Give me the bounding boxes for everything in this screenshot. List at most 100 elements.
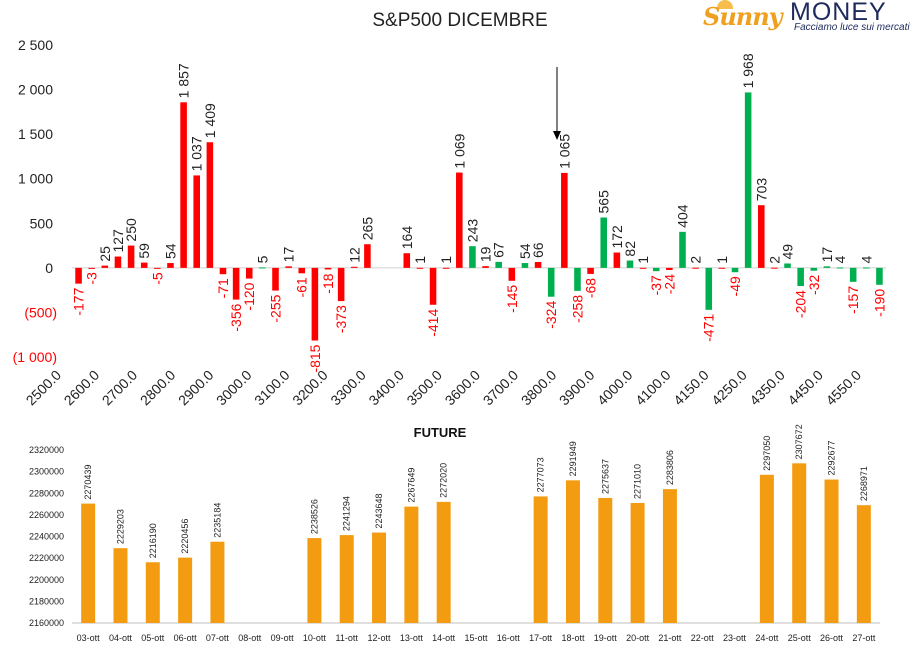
x-tick-label: 27-ott [852, 633, 876, 643]
bar [731, 267, 739, 273]
bar-label: -145 [504, 285, 520, 313]
bar-label: -61 [294, 277, 310, 297]
bar-label: -324 [543, 301, 559, 329]
y-tick-label: 2160000 [29, 618, 64, 628]
x-tick-label: 18-ott [561, 633, 585, 643]
bar [127, 245, 135, 268]
y-tick-label: 1 000 [18, 171, 53, 187]
bar-label: -120 [241, 282, 257, 310]
bar-label: 4 [832, 256, 848, 264]
bar-label: -71 [215, 278, 231, 298]
y-tick-label: 500 [30, 215, 54, 231]
bar-label: 2216190 [148, 523, 158, 558]
bar-label: -177 [71, 287, 87, 315]
bar [759, 474, 774, 623]
bar-label: 49 [780, 244, 796, 260]
bar-label: 2272020 [439, 463, 449, 498]
x-tick-label: 24-ott [755, 633, 779, 643]
bar-label: -258 [569, 295, 585, 323]
bar [495, 261, 502, 268]
bar [232, 267, 240, 300]
bar [662, 489, 677, 623]
bar-label: 2275637 [600, 459, 610, 494]
bar [824, 479, 839, 623]
bar [718, 267, 726, 269]
bar-label: 2297050 [762, 436, 772, 471]
bar-label: 404 [675, 204, 691, 228]
bar [404, 506, 419, 623]
bar-label: 1 409 [202, 103, 218, 138]
bar [561, 172, 568, 268]
y-tick-label: 2 500 [18, 37, 53, 53]
x-tick-label: 19-ott [594, 633, 618, 643]
bar [744, 92, 752, 268]
bar-label: 17 [819, 247, 835, 263]
bar-label: 25 [97, 246, 113, 262]
bar [436, 501, 451, 623]
x-tick-label: 3900.0 [556, 367, 598, 409]
x-tick-label: 23-ott [723, 633, 747, 643]
bar-label: 1 [714, 256, 730, 264]
y-tick-label: 2200000 [29, 575, 64, 585]
bar-label: 164 [399, 226, 415, 250]
bar-label: -471 [701, 314, 717, 342]
bar-label: 17 [281, 247, 297, 263]
x-tick-label: 2700.0 [99, 367, 141, 409]
bar [600, 217, 608, 268]
bar-label: -49 [727, 276, 743, 296]
brand-name-sunny: Sunny [703, 2, 783, 31]
y-tick-label: 2180000 [29, 596, 64, 606]
bar [272, 267, 279, 291]
bar-label: 54 [517, 243, 533, 259]
bar-label: -5 [149, 272, 165, 285]
bar-label: 2 [766, 256, 782, 264]
bar [574, 267, 581, 291]
bar-label: 19 [478, 246, 494, 262]
bar [210, 541, 225, 623]
x-tick-label: 16-ott [497, 633, 521, 643]
x-tick-label: 03-ott [77, 633, 101, 643]
bar-label: 2267649 [406, 468, 416, 503]
x-tick-label: 22-ott [691, 633, 715, 643]
bar-label: 2229203 [115, 509, 125, 544]
x-tick-label: 2800.0 [137, 367, 179, 409]
bar [180, 102, 187, 268]
y-tick-label: 2 000 [18, 82, 53, 98]
bar [547, 267, 555, 297]
y-tick-label: 2320000 [29, 445, 64, 455]
bar-label: 2241294 [342, 496, 352, 531]
bar [626, 260, 634, 268]
bar-label: -157 [845, 286, 861, 314]
brand-name-money: MONEY [790, 0, 887, 26]
bar [587, 267, 594, 274]
bar [307, 538, 322, 623]
bar-label: 2283806 [665, 450, 675, 485]
bar-label: -190 [871, 289, 887, 317]
x-tick-label: 05-ott [141, 633, 165, 643]
x-tick-label: 12-ott [368, 633, 392, 643]
bar-label: 59 [136, 243, 152, 259]
bar [245, 267, 253, 279]
bar-label: -204 [793, 290, 809, 318]
x-tick-label: 06-ott [174, 633, 198, 643]
y-tick-label: 2300000 [29, 467, 64, 477]
bar [792, 463, 807, 623]
x-tick-label: 3600.0 [442, 367, 484, 409]
bar [679, 231, 686, 268]
bar-label: 2307672 [794, 424, 804, 459]
bar [167, 263, 174, 268]
x-tick-label: 2500.0 [23, 367, 65, 409]
x-tick-label: 09-ott [271, 633, 295, 643]
bar [140, 262, 148, 268]
arrow-head-icon [553, 131, 561, 140]
bar-label: -373 [333, 305, 349, 333]
x-tick-label: 14-ott [432, 633, 456, 643]
bar [324, 267, 332, 270]
x-tick-label: 2900.0 [175, 367, 217, 409]
bar [113, 548, 128, 623]
bar-label: -815 [307, 344, 323, 372]
bar-label: 12 [346, 247, 362, 263]
x-tick-label: 17-ott [529, 633, 553, 643]
bar [337, 267, 345, 302]
bar [666, 267, 673, 270]
